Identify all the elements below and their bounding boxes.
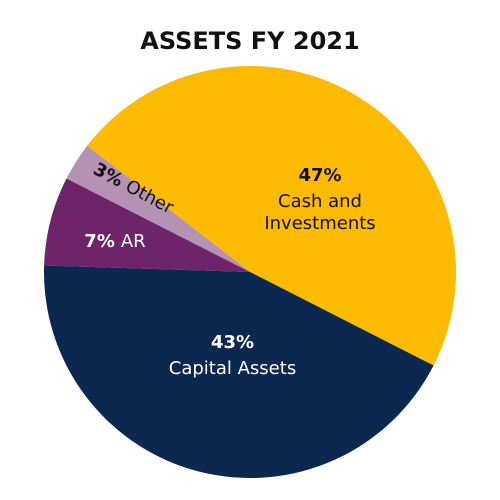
slice-label: 47% Cash and Investments [255,165,385,235]
slice-label: 43% Capital Assets [150,332,315,380]
pie-slice [66,145,250,272]
pie-slice [87,66,456,366]
percent-label: 43% [210,332,255,353]
chart-title: ASSETS FY 2021 [140,27,359,55]
category-label: Cash and Investments [264,191,376,234]
percent-label: 7% [84,231,115,252]
pie-slice [44,178,250,272]
pie-slice [43,265,434,478]
category-label: AR [120,231,146,252]
slice-label: 7% AR [60,231,170,253]
category-label: Capital Assets [168,358,297,379]
percent-label: 47% [298,165,342,186]
